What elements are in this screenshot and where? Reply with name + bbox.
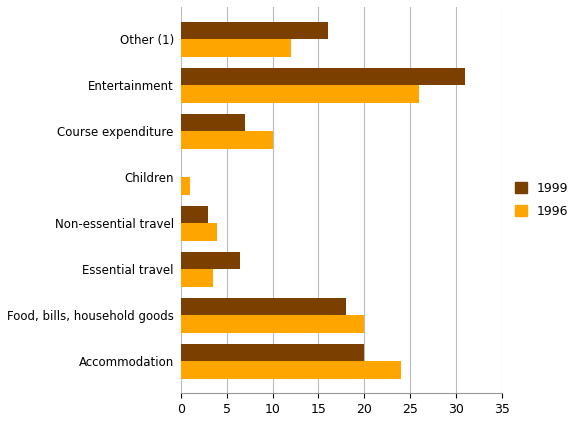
Bar: [181, 269, 213, 287]
Bar: [181, 114, 245, 131]
Bar: [181, 85, 419, 103]
Bar: [181, 131, 272, 148]
Bar: [181, 343, 364, 361]
Bar: [181, 361, 401, 379]
Bar: [181, 298, 346, 315]
Bar: [181, 206, 208, 223]
Bar: [181, 252, 240, 269]
Bar: [181, 223, 217, 241]
Bar: [181, 315, 364, 332]
Bar: [181, 22, 328, 39]
Bar: [181, 177, 190, 195]
Bar: [181, 39, 291, 57]
Legend: 1999, 1996: 1999, 1996: [514, 182, 569, 218]
Bar: [181, 68, 465, 85]
